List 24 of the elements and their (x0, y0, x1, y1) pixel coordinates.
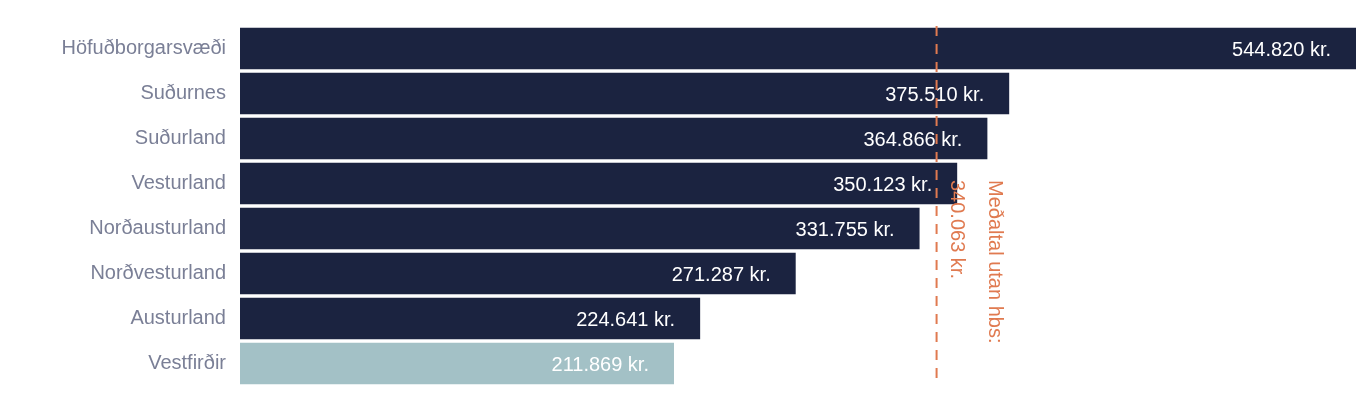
bar (240, 27, 1356, 70)
bar (240, 72, 1010, 115)
data-label: 271.287 kr. (671, 263, 771, 286)
y-tick-label: Suðurland (134, 126, 226, 149)
data-label: 211.869 kr. (551, 353, 649, 376)
data-label: 331.755 kr. (795, 218, 895, 241)
y-tick-label: Suðurnes (140, 81, 226, 104)
bar (240, 252, 796, 295)
y-tick-label: Norðvesturland (90, 261, 226, 284)
y-tick-label: Norðausturland (89, 216, 226, 239)
bar (240, 342, 674, 385)
data-label: 375.510 kr. (885, 83, 985, 106)
bar (240, 297, 701, 340)
data-label: 350.123 kr. (833, 173, 933, 196)
bar (240, 207, 920, 250)
data-label: 224.641 kr. (576, 308, 676, 331)
bar (240, 117, 988, 160)
y-tick-label: Höfuðborgarsvæði (61, 36, 226, 59)
y-tick-label: Vestfirðir (148, 351, 227, 374)
y-tick-label: Vesturland (131, 171, 226, 194)
ref-line-label: Meðaltal utan hbs: 340.063 kr. (947, 180, 1008, 344)
y-tick-label: Austurland (130, 306, 226, 329)
data-label: 364.866 kr. (863, 128, 963, 151)
data-label: 544.820 kr. (1232, 38, 1331, 61)
